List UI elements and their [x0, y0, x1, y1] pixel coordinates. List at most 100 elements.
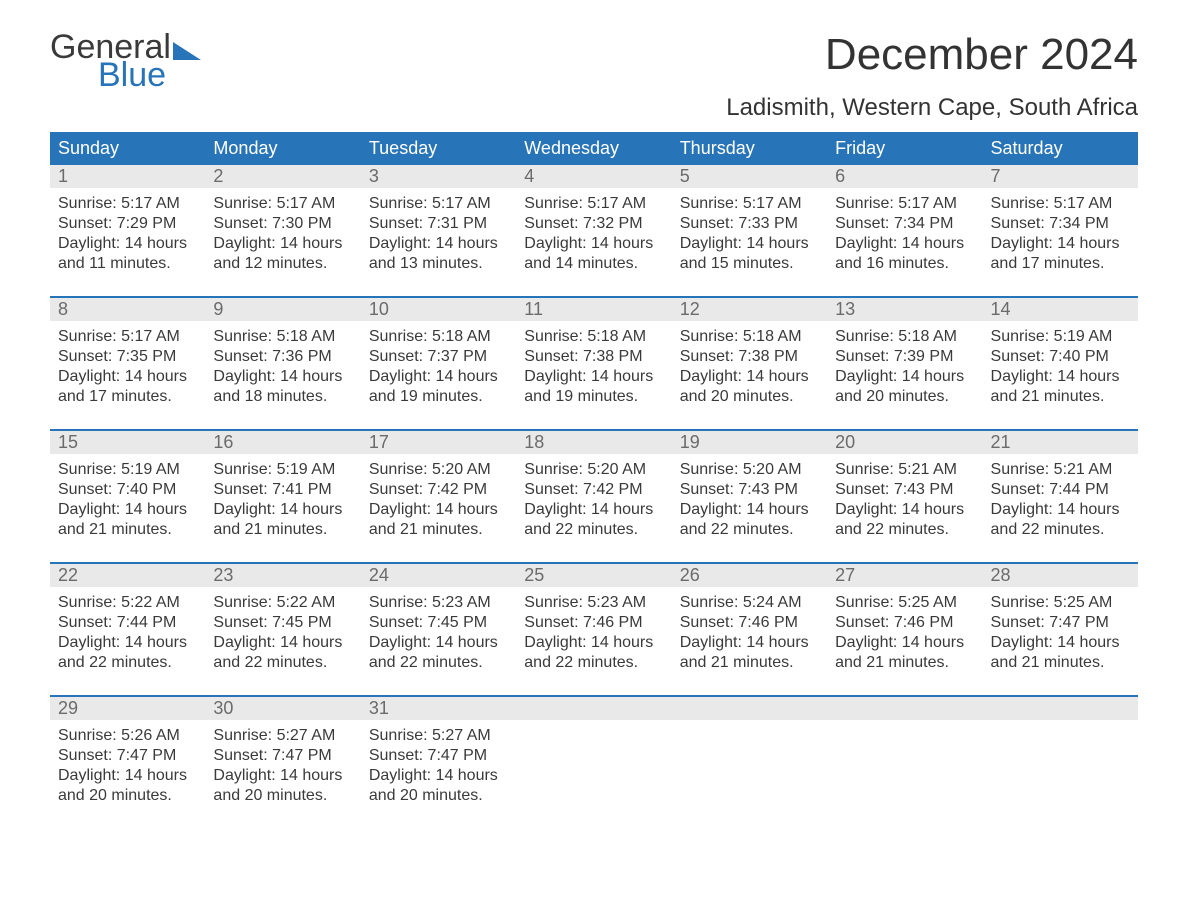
day-cell: 14Sunrise: 5:19 AMSunset: 7:40 PMDayligh…: [983, 298, 1138, 411]
day-line: Sunrise: 5:19 AM: [213, 460, 352, 480]
day-line: Sunset: 7:34 PM: [991, 214, 1130, 234]
day-line: Daylight: 14 hours: [524, 367, 663, 387]
header: General Blue December 2024 Ladismith, We…: [50, 30, 1138, 122]
day-line: Sunset: 7:47 PM: [213, 746, 352, 766]
day-line: Daylight: 14 hours: [835, 367, 974, 387]
day-line: and 21 minutes.: [369, 520, 508, 540]
day-line: Daylight: 14 hours: [369, 766, 508, 786]
day-number: 19: [672, 431, 827, 454]
day-line: Daylight: 14 hours: [369, 367, 508, 387]
day-body: Sunrise: 5:17 AMSunset: 7:34 PMDaylight:…: [983, 188, 1138, 274]
day-line: Sunrise: 5:17 AM: [835, 194, 974, 214]
day-line: Daylight: 14 hours: [991, 500, 1130, 520]
day-line: Daylight: 14 hours: [680, 633, 819, 653]
day-body: Sunrise: 5:25 AMSunset: 7:47 PMDaylight:…: [983, 587, 1138, 673]
day-line: Daylight: 14 hours: [524, 500, 663, 520]
logo-text-blue: Blue: [98, 58, 201, 92]
day-number: 8: [50, 298, 205, 321]
day-line: and 17 minutes.: [991, 254, 1130, 274]
day-line: and 22 minutes.: [680, 520, 819, 540]
day-header: Wednesday: [516, 132, 671, 165]
day-cell: .: [516, 697, 671, 810]
day-body: Sunrise: 5:26 AMSunset: 7:47 PMDaylight:…: [50, 720, 205, 806]
day-body: Sunrise: 5:25 AMSunset: 7:46 PMDaylight:…: [827, 587, 982, 673]
week-row: 1Sunrise: 5:17 AMSunset: 7:29 PMDaylight…: [50, 165, 1138, 278]
day-line: Daylight: 14 hours: [991, 367, 1130, 387]
day-line: and 22 minutes.: [991, 520, 1130, 540]
day-line: Sunrise: 5:17 AM: [58, 327, 197, 347]
day-line: Sunset: 7:45 PM: [369, 613, 508, 633]
day-line: Sunset: 7:47 PM: [58, 746, 197, 766]
day-body: Sunrise: 5:22 AMSunset: 7:44 PMDaylight:…: [50, 587, 205, 673]
day-cell: 31Sunrise: 5:27 AMSunset: 7:47 PMDayligh…: [361, 697, 516, 810]
day-number: 24: [361, 564, 516, 587]
day-line: and 12 minutes.: [213, 254, 352, 274]
day-body: Sunrise: 5:21 AMSunset: 7:43 PMDaylight:…: [827, 454, 982, 540]
day-body: Sunrise: 5:23 AMSunset: 7:45 PMDaylight:…: [361, 587, 516, 673]
day-line: and 11 minutes.: [58, 254, 197, 274]
day-line: Sunrise: 5:20 AM: [524, 460, 663, 480]
day-number: 10: [361, 298, 516, 321]
day-body: Sunrise: 5:18 AMSunset: 7:38 PMDaylight:…: [672, 321, 827, 407]
day-line: Daylight: 14 hours: [991, 234, 1130, 254]
day-line: Sunrise: 5:17 AM: [680, 194, 819, 214]
day-body: Sunrise: 5:17 AMSunset: 7:35 PMDaylight:…: [50, 321, 205, 407]
day-line: Daylight: 14 hours: [835, 633, 974, 653]
day-number: 27: [827, 564, 982, 587]
day-line: Daylight: 14 hours: [213, 633, 352, 653]
day-line: Sunrise: 5:18 AM: [680, 327, 819, 347]
day-line: Sunset: 7:38 PM: [524, 347, 663, 367]
logo: General Blue: [50, 30, 201, 92]
day-cell: 21Sunrise: 5:21 AMSunset: 7:44 PMDayligh…: [983, 431, 1138, 544]
day-line: and 22 minutes.: [213, 653, 352, 673]
day-line: Sunset: 7:42 PM: [369, 480, 508, 500]
day-line: and 20 minutes.: [58, 786, 197, 806]
day-header: Saturday: [983, 132, 1138, 165]
day-body: Sunrise: 5:19 AMSunset: 7:40 PMDaylight:…: [50, 454, 205, 540]
day-cell: 11Sunrise: 5:18 AMSunset: 7:38 PMDayligh…: [516, 298, 671, 411]
day-cell: 27Sunrise: 5:25 AMSunset: 7:46 PMDayligh…: [827, 564, 982, 677]
day-line: Sunset: 7:41 PM: [213, 480, 352, 500]
day-body: Sunrise: 5:27 AMSunset: 7:47 PMDaylight:…: [205, 720, 360, 806]
day-number: 12: [672, 298, 827, 321]
day-line: Sunrise: 5:18 AM: [213, 327, 352, 347]
day-cell: 29Sunrise: 5:26 AMSunset: 7:47 PMDayligh…: [50, 697, 205, 810]
day-number: .: [672, 697, 827, 720]
day-line: Sunset: 7:37 PM: [369, 347, 508, 367]
day-body: Sunrise: 5:19 AMSunset: 7:40 PMDaylight:…: [983, 321, 1138, 407]
day-line: Daylight: 14 hours: [369, 234, 508, 254]
day-body: Sunrise: 5:17 AMSunset: 7:33 PMDaylight:…: [672, 188, 827, 274]
day-line: Sunset: 7:44 PM: [991, 480, 1130, 500]
day-cell: 18Sunrise: 5:20 AMSunset: 7:42 PMDayligh…: [516, 431, 671, 544]
day-line: Sunset: 7:40 PM: [58, 480, 197, 500]
day-line: and 19 minutes.: [524, 387, 663, 407]
day-number: .: [516, 697, 671, 720]
day-cell: 23Sunrise: 5:22 AMSunset: 7:45 PMDayligh…: [205, 564, 360, 677]
day-line: Sunrise: 5:26 AM: [58, 726, 197, 746]
day-cell: 3Sunrise: 5:17 AMSunset: 7:31 PMDaylight…: [361, 165, 516, 278]
day-body: Sunrise: 5:18 AMSunset: 7:37 PMDaylight:…: [361, 321, 516, 407]
day-number: 28: [983, 564, 1138, 587]
day-number: 18: [516, 431, 671, 454]
day-line: Sunset: 7:31 PM: [369, 214, 508, 234]
day-body: Sunrise: 5:20 AMSunset: 7:42 PMDaylight:…: [516, 454, 671, 540]
day-line: Sunrise: 5:21 AM: [835, 460, 974, 480]
day-body: Sunrise: 5:18 AMSunset: 7:38 PMDaylight:…: [516, 321, 671, 407]
day-cell: 12Sunrise: 5:18 AMSunset: 7:38 PMDayligh…: [672, 298, 827, 411]
week-row: 15Sunrise: 5:19 AMSunset: 7:40 PMDayligh…: [50, 429, 1138, 544]
day-line: and 13 minutes.: [369, 254, 508, 274]
day-line: and 20 minutes.: [835, 387, 974, 407]
day-body: Sunrise: 5:17 AMSunset: 7:30 PMDaylight:…: [205, 188, 360, 274]
day-line: and 17 minutes.: [58, 387, 197, 407]
day-line: and 22 minutes.: [369, 653, 508, 673]
day-line: Sunrise: 5:18 AM: [524, 327, 663, 347]
day-header: Sunday: [50, 132, 205, 165]
day-body: Sunrise: 5:17 AMSunset: 7:31 PMDaylight:…: [361, 188, 516, 274]
day-line: and 21 minutes.: [213, 520, 352, 540]
day-line: Sunrise: 5:17 AM: [524, 194, 663, 214]
day-number: 5: [672, 165, 827, 188]
day-number: 13: [827, 298, 982, 321]
day-number: .: [827, 697, 982, 720]
day-body: Sunrise: 5:23 AMSunset: 7:46 PMDaylight:…: [516, 587, 671, 673]
day-cell: 17Sunrise: 5:20 AMSunset: 7:42 PMDayligh…: [361, 431, 516, 544]
